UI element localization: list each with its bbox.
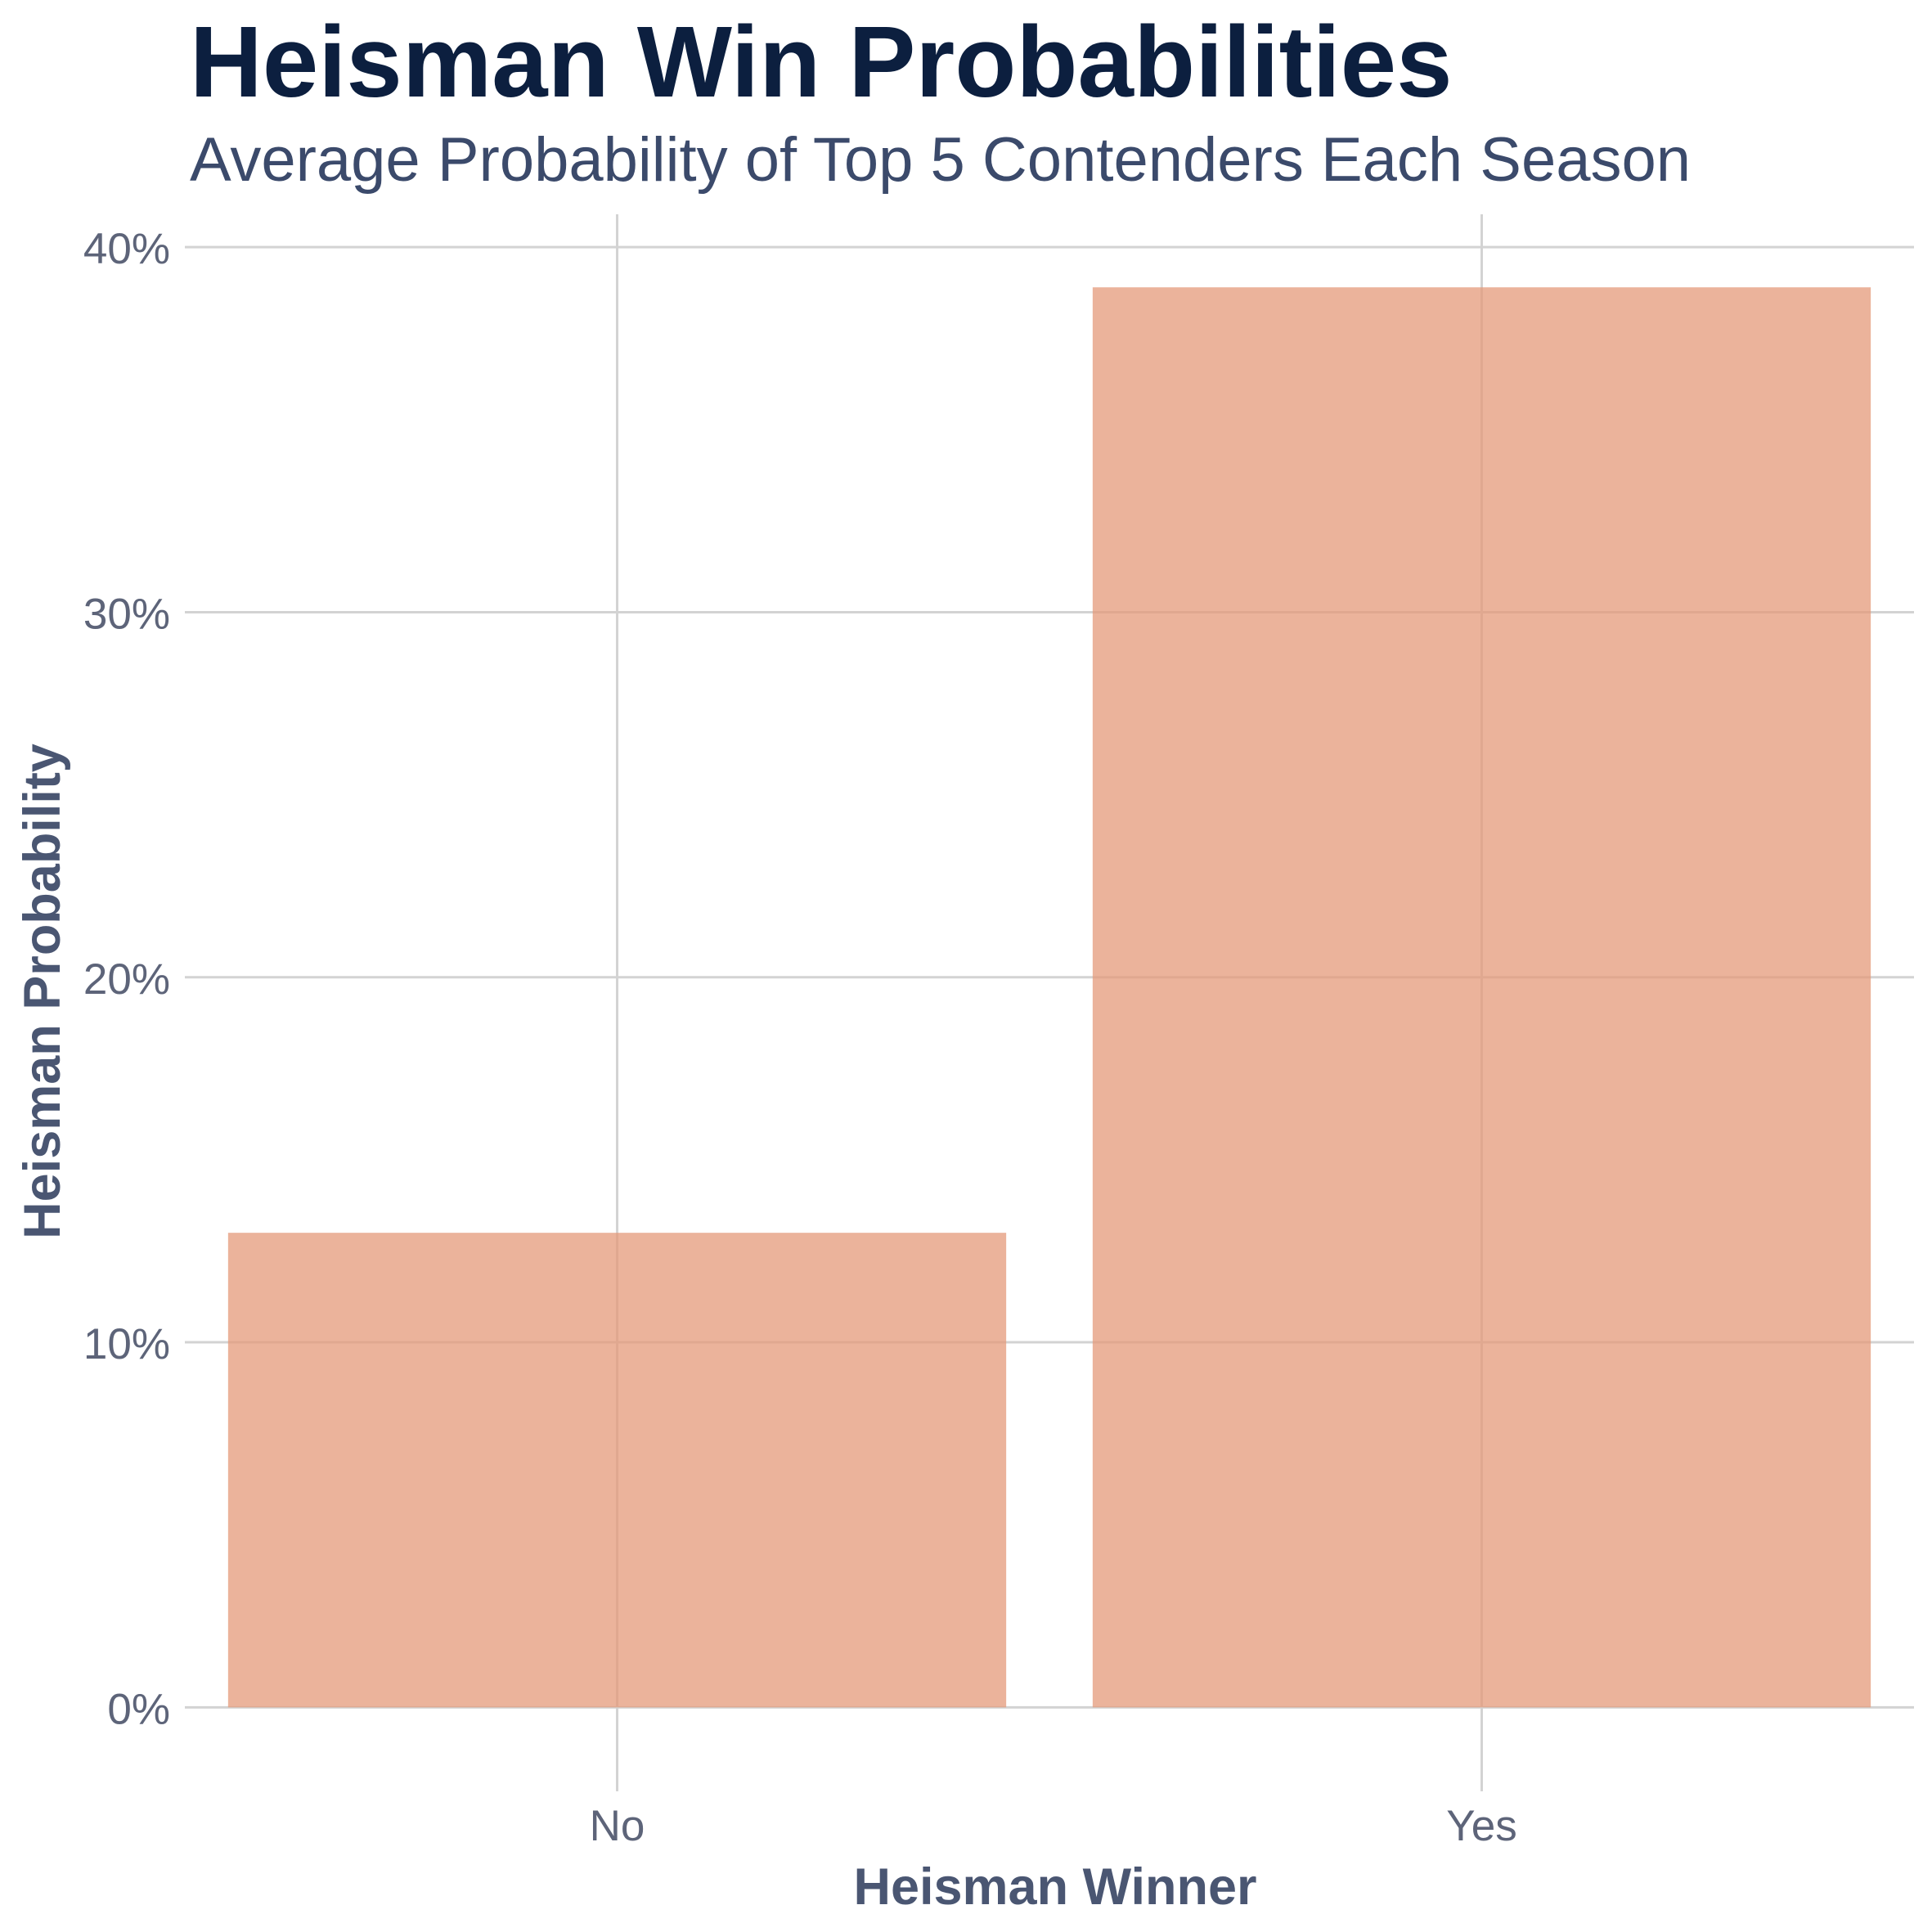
y-tick-label: 30% <box>83 590 170 638</box>
x-axis-title: Heisman Winner <box>853 1858 1256 1916</box>
chart-subtitle: Average Probability of Top 5 Contenders … <box>190 125 1692 195</box>
chart-title: Heisman Win Probabilities <box>190 7 1453 119</box>
x-tick-label: Yes <box>1446 1802 1516 1850</box>
bar-layer <box>227 287 1871 1708</box>
y-tick-label: 20% <box>83 955 170 1004</box>
y-axis-title: Heisman Probability <box>14 744 71 1239</box>
x-tick-label: No <box>590 1802 645 1850</box>
y-tick-label: 0% <box>107 1685 170 1733</box>
y-tick-label: 40% <box>83 225 170 273</box>
bar-yes <box>1092 287 1871 1708</box>
y-tick-label: 10% <box>83 1320 170 1368</box>
tick-layer: 0% 10% 20% 30% 40% No Yes <box>83 225 1517 1850</box>
bar-no <box>227 1233 1007 1708</box>
